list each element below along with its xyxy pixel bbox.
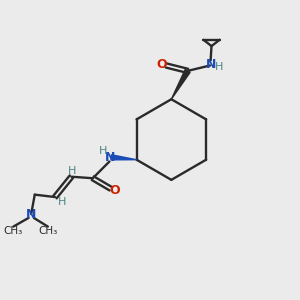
Text: H: H [99,146,107,156]
Text: O: O [157,58,167,71]
Text: H: H [215,62,224,72]
Text: H: H [68,166,76,176]
Text: N: N [105,152,116,164]
Text: N: N [26,208,37,221]
Text: CH₃: CH₃ [3,226,22,236]
Polygon shape [111,155,136,160]
Text: H: H [58,196,67,206]
Text: N: N [206,58,216,71]
Text: CH₃: CH₃ [39,226,58,236]
Polygon shape [171,69,190,99]
Text: O: O [110,184,120,197]
